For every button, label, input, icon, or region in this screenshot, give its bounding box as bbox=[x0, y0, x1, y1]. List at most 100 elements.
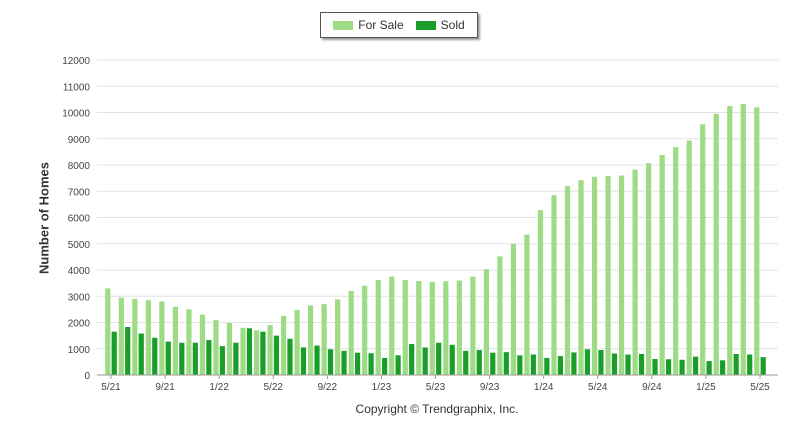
bar-for-sale[interactable] bbox=[632, 169, 638, 375]
bar-for-sale[interactable] bbox=[646, 163, 652, 375]
bar-sold[interactable] bbox=[638, 354, 645, 375]
bar-for-sale[interactable] bbox=[132, 298, 138, 375]
bar-for-sale[interactable] bbox=[727, 105, 733, 375]
bar-for-sale[interactable] bbox=[659, 155, 665, 375]
bar-for-sale[interactable] bbox=[267, 325, 273, 375]
bar-sold[interactable] bbox=[733, 354, 739, 375]
bar-for-sale[interactable] bbox=[375, 279, 381, 375]
bar-sold[interactable] bbox=[760, 357, 766, 375]
bar-for-sale[interactable] bbox=[389, 276, 395, 375]
bar-for-sale[interactable] bbox=[483, 269, 489, 375]
bar-sold[interactable] bbox=[368, 353, 374, 375]
bar-sold[interactable] bbox=[260, 331, 266, 375]
bar-for-sale[interactable] bbox=[429, 281, 435, 375]
bar-sold[interactable] bbox=[544, 357, 550, 375]
bar-sold[interactable] bbox=[422, 347, 428, 375]
bar-for-sale[interactable] bbox=[740, 104, 746, 375]
bar-sold[interactable] bbox=[679, 359, 685, 375]
bar-for-sale[interactable] bbox=[348, 291, 354, 375]
bar-sold[interactable] bbox=[530, 354, 536, 375]
bar-sold[interactable] bbox=[246, 328, 253, 375]
bar-sold[interactable] bbox=[517, 355, 523, 375]
bar-sold[interactable] bbox=[571, 352, 577, 375]
bar-sold[interactable] bbox=[463, 350, 469, 375]
bar-for-sale[interactable] bbox=[713, 113, 719, 375]
bar-sold[interactable] bbox=[111, 331, 117, 375]
bar-for-sale[interactable] bbox=[213, 319, 219, 375]
bar-sold[interactable] bbox=[625, 354, 631, 375]
bar-for-sale[interactable] bbox=[578, 180, 584, 375]
bar-for-sale[interactable] bbox=[253, 330, 260, 375]
bar-for-sale[interactable] bbox=[280, 315, 287, 375]
bar-for-sale[interactable] bbox=[105, 288, 111, 375]
bar-sold[interactable] bbox=[233, 342, 239, 375]
bar-sold[interactable] bbox=[598, 350, 604, 375]
bar-for-sale[interactable] bbox=[402, 279, 408, 375]
bar-sold[interactable] bbox=[449, 344, 455, 375]
bar-sold[interactable] bbox=[341, 350, 347, 375]
bar-sold[interactable] bbox=[354, 352, 361, 375]
bar-for-sale[interactable] bbox=[524, 234, 530, 375]
legend-item-sold[interactable]: Sold bbox=[415, 18, 465, 32]
bar-sold[interactable] bbox=[476, 350, 482, 375]
bar-sold[interactable] bbox=[300, 347, 307, 375]
bar-sold[interactable] bbox=[138, 333, 144, 375]
bar-for-sale[interactable] bbox=[591, 176, 598, 375]
bar-for-sale[interactable] bbox=[537, 210, 544, 375]
bar-for-sale[interactable] bbox=[497, 256, 503, 375]
bar-for-sale[interactable] bbox=[159, 301, 165, 376]
bar-for-sale[interactable] bbox=[551, 195, 557, 375]
bar-sold[interactable] bbox=[747, 354, 753, 375]
bar-sold[interactable] bbox=[287, 338, 293, 375]
bar-sold[interactable] bbox=[665, 359, 672, 375]
bar-for-sale[interactable] bbox=[700, 124, 706, 375]
bar-sold[interactable] bbox=[436, 342, 442, 375]
bar-for-sale[interactable] bbox=[456, 280, 462, 376]
bar-for-sale[interactable] bbox=[308, 305, 314, 375]
bar-sold[interactable] bbox=[692, 356, 699, 375]
bar-for-sale[interactable] bbox=[754, 107, 760, 375]
bar-for-sale[interactable] bbox=[618, 175, 625, 376]
bar-sold[interactable] bbox=[125, 326, 131, 375]
bar-sold[interactable] bbox=[165, 341, 171, 375]
bar-for-sale[interactable] bbox=[470, 276, 476, 375]
bar-for-sale[interactable] bbox=[186, 309, 192, 375]
bar-sold[interactable] bbox=[273, 335, 280, 375]
bar-for-sale[interactable] bbox=[240, 327, 246, 375]
bar-sold[interactable] bbox=[557, 356, 563, 375]
bar-sold[interactable] bbox=[219, 346, 225, 375]
bar-for-sale[interactable] bbox=[199, 314, 206, 375]
bar-for-sale[interactable] bbox=[321, 304, 327, 375]
bar-for-sale[interactable] bbox=[416, 281, 422, 375]
bar-sold[interactable] bbox=[192, 342, 198, 375]
bar-for-sale[interactable] bbox=[172, 306, 179, 375]
bar-sold[interactable] bbox=[706, 361, 712, 375]
bar-for-sale[interactable] bbox=[510, 244, 517, 375]
bar-for-sale[interactable] bbox=[226, 323, 233, 375]
bar-sold[interactable] bbox=[395, 355, 401, 375]
bar-for-sale[interactable] bbox=[686, 140, 692, 375]
bar-sold[interactable] bbox=[382, 357, 388, 375]
bar-sold[interactable] bbox=[152, 337, 158, 375]
bar-sold[interactable] bbox=[490, 352, 496, 375]
bar-sold[interactable] bbox=[206, 340, 212, 375]
bar-for-sale[interactable] bbox=[294, 309, 300, 375]
bar-sold[interactable] bbox=[611, 353, 618, 375]
legend-item-for-sale[interactable]: For Sale bbox=[333, 18, 404, 32]
bar-for-sale[interactable] bbox=[673, 147, 679, 375]
bar-sold[interactable] bbox=[179, 342, 185, 375]
bar-sold[interactable] bbox=[327, 349, 334, 375]
bar-sold[interactable] bbox=[584, 349, 591, 375]
bar-for-sale[interactable] bbox=[605, 176, 611, 375]
bar-sold[interactable] bbox=[409, 344, 415, 375]
bar-sold[interactable] bbox=[503, 352, 509, 375]
bar-for-sale[interactable] bbox=[443, 281, 449, 375]
bar-sold[interactable] bbox=[720, 360, 726, 375]
bar-for-sale[interactable] bbox=[335, 299, 341, 375]
bar-for-sale[interactable] bbox=[145, 300, 151, 375]
bar-for-sale[interactable] bbox=[362, 285, 368, 375]
bar-for-sale[interactable] bbox=[118, 297, 124, 375]
bar-sold[interactable] bbox=[314, 345, 320, 375]
bar-sold[interactable] bbox=[652, 358, 658, 375]
bar-for-sale[interactable] bbox=[564, 186, 571, 375]
